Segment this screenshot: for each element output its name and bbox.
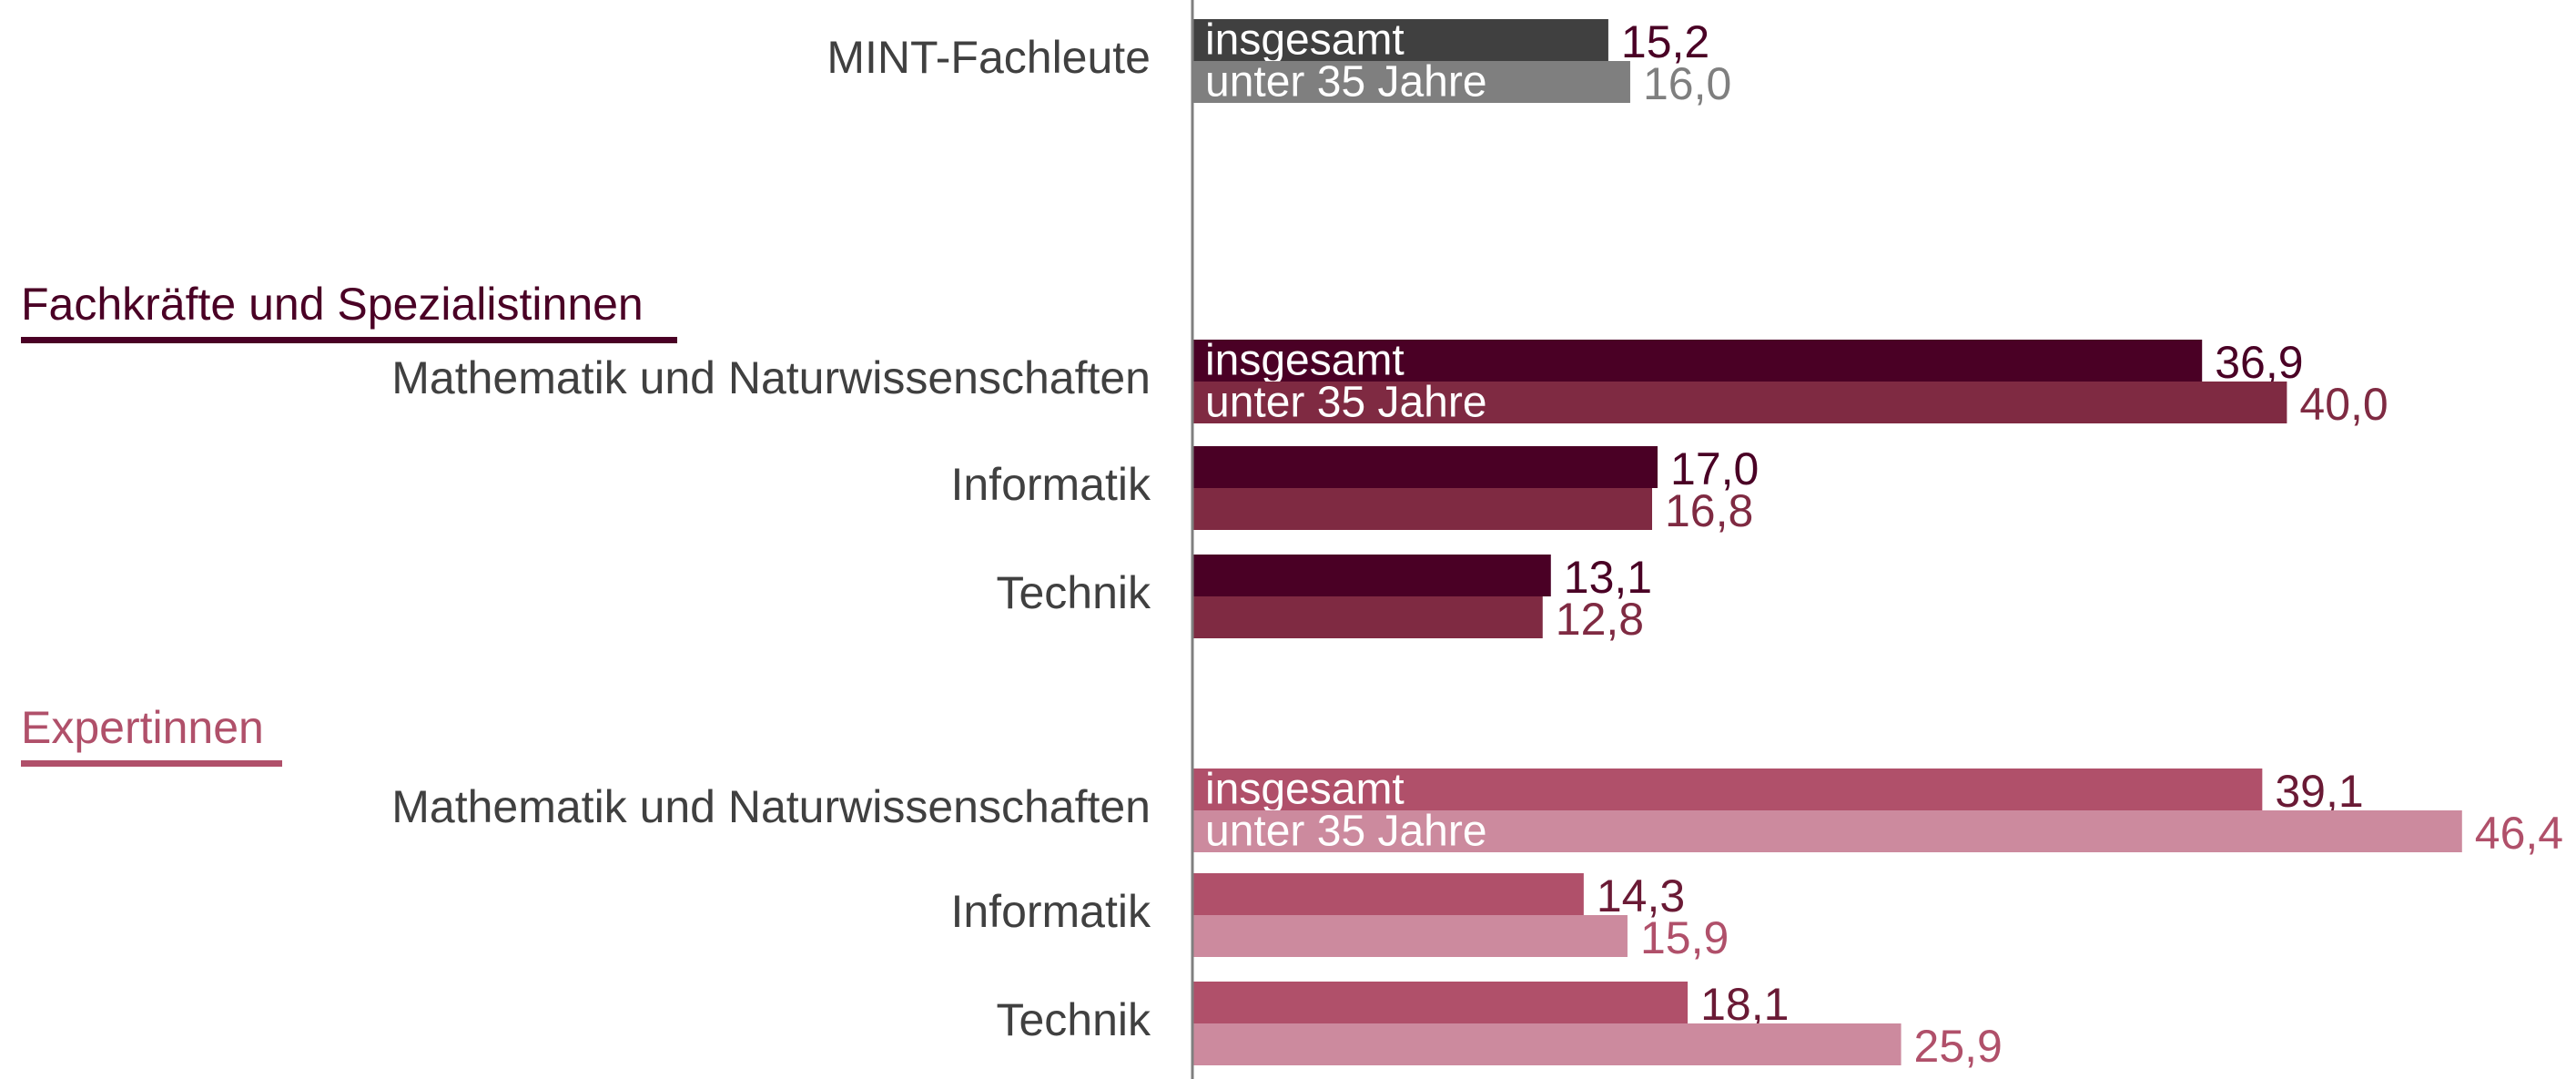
category-label: Technik [996,994,1151,1045]
category-label: Informatik [950,886,1151,937]
group-underline [21,337,677,343]
bar [1192,769,2263,810]
bar [1192,596,1543,638]
bar [1192,382,2287,423]
value-label: 46,4 [2475,808,2563,859]
series-label: unter 35 Jahre [1205,379,1487,427]
value-label: 14,3 [1597,870,1685,921]
bar [1192,61,1630,103]
bar [1192,340,2203,382]
value-label: 16,8 [1665,485,1753,536]
series-label: unter 35 Jahre [1205,58,1487,107]
value-label: 15,9 [1640,912,1729,963]
group-title: Expertinnen [21,702,264,753]
series-label: insgesamt [1205,16,1405,65]
value-label: 17,0 [1670,443,1759,494]
bar [1192,873,1584,915]
category-label: Informatik [950,459,1151,510]
value-label: 15,2 [1621,16,1709,67]
category-label: Technik [996,567,1151,618]
series-label: unter 35 Jahre [1205,808,1487,856]
bar [1192,915,1628,957]
category-label: Mathematik und Naturwissenschaften [391,352,1151,403]
bar [1192,19,1608,61]
bar [1192,555,1551,596]
bar [1192,1023,1902,1065]
value-label: 39,1 [2275,766,2363,817]
series-label: insgesamt [1205,766,1405,814]
bar [1192,810,2462,852]
bar [1192,446,1658,488]
value-label: 40,0 [2299,379,2388,430]
bar [1192,488,1653,530]
value-label: 36,9 [2215,337,2303,388]
value-label: 13,1 [1564,552,1652,603]
value-label: 25,9 [1914,1021,2003,1072]
value-label: 18,1 [1700,979,1789,1030]
bar [1192,982,1689,1023]
series-label: insgesamt [1205,337,1405,385]
category-label: Mathematik und Naturwissenschaften [391,781,1151,832]
group-underline [21,760,282,767]
group-title: Fachkräfte und Spezialistinnen [21,279,644,330]
value-label: 16,0 [1643,58,1731,109]
category-label: MINT-Fachleute [827,32,1151,83]
value-label: 12,8 [1556,594,1644,645]
